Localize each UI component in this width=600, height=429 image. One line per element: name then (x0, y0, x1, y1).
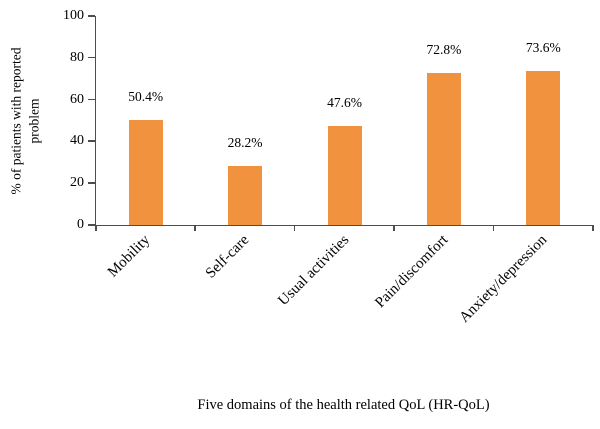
category-label-anxiety-depression: Anxiety/depression (456, 232, 551, 326)
category-label-pain-discomfort: Pain/discomfort (372, 232, 452, 312)
plot-area: 0 20 40 60 80 100 50.4% Mobility 28.2% Self-care 4… (63, 8, 594, 326)
y-tick-label: 60 (70, 91, 84, 107)
y-tick-mark (88, 15, 95, 17)
category-label-self-care: Self-care (202, 232, 253, 282)
y-tick-mark (88, 182, 95, 184)
category-label-mobility: Mobility (104, 232, 154, 281)
x-tick-mark (592, 225, 594, 231)
bar-value-label: 73.6% (525, 40, 561, 56)
bar-pain-discomfort (426, 72, 461, 225)
bar-self-care (228, 166, 263, 225)
y-tick-label: 20 (70, 175, 84, 191)
y-tick-mark (88, 98, 95, 101)
y-tick-mark (88, 140, 95, 142)
y-tick-mark (88, 56, 95, 59)
x-tick-mark (293, 225, 296, 231)
y-tick-label: 40 (70, 133, 84, 149)
bar-value-label: 28.2% (227, 135, 263, 151)
x-tick-mark (393, 225, 395, 231)
y-axis-title-text: % of patients with reported problem (8, 47, 41, 194)
bar-anxiety-depression (526, 71, 561, 225)
category-label-usual-activities: Usual activities (274, 232, 352, 310)
y-tick-label: 0 (77, 217, 84, 232)
x-tick-mark (492, 225, 495, 231)
bar-mobility (128, 119, 163, 225)
bar-value-label: 72.8% (426, 41, 462, 57)
bar-value-label: 47.6% (327, 94, 362, 110)
bar-usual-activities (327, 125, 362, 225)
y-tick-label: 100 (63, 8, 84, 23)
x-axis-title: Five domains of the health related QoL (… (197, 397, 490, 413)
bar-value-label: 50.4% (128, 88, 164, 104)
y-tick-label: 80 (70, 49, 84, 65)
y-axis-title: % of patients with reported problem (2, 16, 48, 225)
x-tick-mark (194, 225, 196, 231)
x-tick-mark (95, 225, 97, 231)
y-tick-mark (88, 224, 95, 226)
